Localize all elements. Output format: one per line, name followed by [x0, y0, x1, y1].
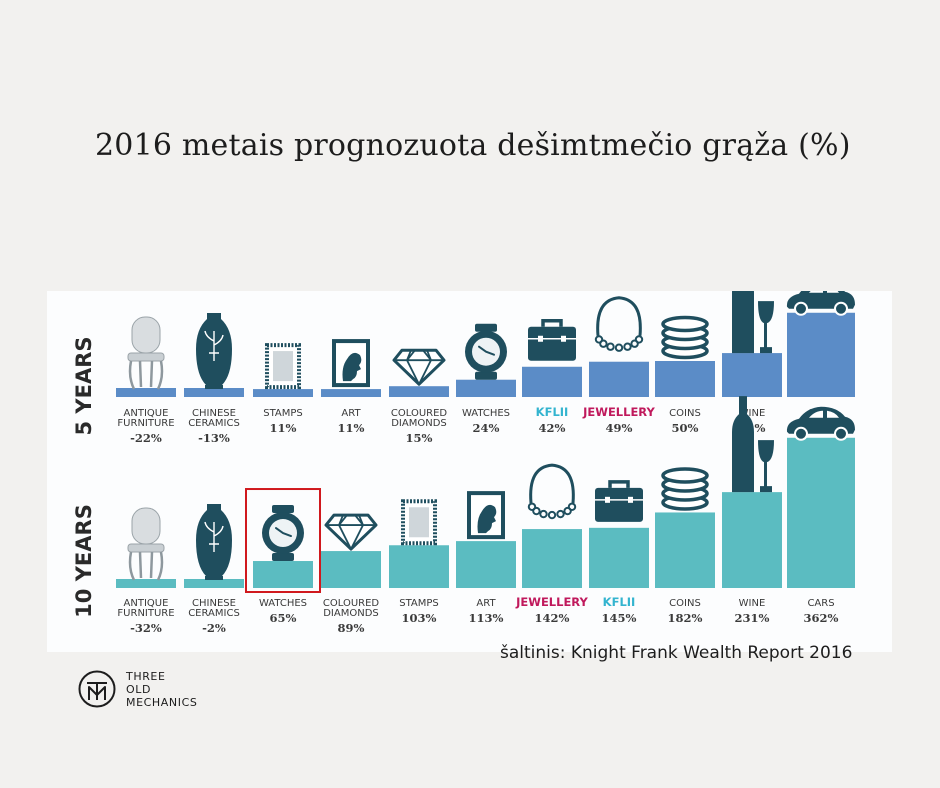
brand-line-2: OLD	[126, 683, 152, 696]
category-label-10y-coloured-diamonds: COLOURED DIAMONDS	[323, 598, 380, 619]
value-label-5y-coloured-diamonds: 15%	[406, 431, 433, 445]
portrait-icon	[467, 491, 505, 540]
value-label-5y-chinese-ceramics: -13%	[198, 431, 230, 445]
category-label-5y-coloured-diamonds: COLOURED DIAMONDS	[391, 408, 448, 429]
vase-icon	[196, 313, 232, 389]
category-label-5y-antique-furniture: ANTIQUE FURNITURE	[117, 408, 174, 429]
bar-10y-stamps	[389, 545, 449, 588]
brand-logo: THREE OLD MECHANICS	[78, 670, 238, 714]
category-label-5y-jewellery: JEWELLERY	[582, 405, 655, 419]
wine-icon	[732, 291, 774, 354]
bar-10y-chinese-ceramics	[184, 579, 244, 588]
category-label-5y-watches: WATCHES	[462, 408, 510, 419]
value-label-5y-kflii: 42%	[539, 421, 566, 435]
bar-5y-coloured-diamonds	[389, 386, 449, 397]
category-label-10y-antique-furniture: ANTIQUE FURNITURE	[117, 598, 174, 619]
bar-10y-wine	[722, 492, 782, 588]
value-label-10y-antique-furniture: -32%	[130, 621, 162, 635]
bar-5y-kflii	[522, 366, 582, 397]
page-title: 2016 metais prognozuota dešimtmečio grąž…	[95, 128, 851, 163]
value-label-5y-jewellery: 49%	[606, 421, 633, 435]
bar-10y-coins	[655, 512, 715, 588]
value-label-5y-watches: 24%	[473, 421, 500, 435]
bar-10y-jewellery	[522, 529, 582, 588]
diamond-icon	[392, 348, 446, 387]
vase-icon	[196, 504, 232, 580]
category-label-10y-coins: COINS	[669, 598, 701, 609]
car-icon	[786, 406, 855, 441]
value-label-10y-kflii: 145%	[602, 611, 637, 625]
bar-5y-chinese-ceramics	[184, 388, 244, 397]
category-label-10y-wine: WINE	[739, 598, 766, 609]
category-label-10y-cars: CARS	[807, 598, 834, 609]
category-label-10y-watches: WATCHES	[259, 598, 307, 609]
source-note: šaltinis: Knight Frank Wealth Report 201…	[500, 643, 853, 663]
category-label-10y-stamps: STAMPS	[399, 598, 439, 609]
investment-returns-chart: 5 YEARS ANTIQUE FURNITURE -22% CHINESE CERAMI…	[72, 291, 855, 635]
necklace-icon	[527, 463, 577, 520]
coins-icon	[661, 467, 709, 511]
brand-logo-icon	[78, 670, 116, 708]
wine-icon	[732, 396, 774, 493]
category-label-5y-coins: COINS	[669, 408, 701, 419]
stamp-icon	[401, 499, 437, 546]
briefcase-icon	[528, 319, 576, 361]
briefcase-icon	[595, 480, 643, 522]
bar-5y-antique-furniture	[116, 388, 176, 397]
bar-5y-coins	[655, 361, 715, 397]
chart-panel: 5 YEARS ANTIQUE FURNITURE -22% CHINESE CERAMI…	[47, 291, 892, 652]
bar-10y-antique-furniture	[116, 579, 176, 588]
value-label-10y-coloured-diamonds: 89%	[338, 621, 365, 635]
category-label-5y-wine: WINE	[739, 408, 766, 419]
value-label-10y-stamps: 103%	[402, 611, 437, 625]
category-label-5y-stamps: STAMPS	[263, 408, 303, 419]
chair-icon	[127, 316, 165, 390]
bar-5y-cars	[787, 312, 855, 397]
value-label-5y-coins: 50%	[672, 421, 699, 435]
bar-5y-wine	[722, 353, 782, 397]
stamp-icon	[265, 343, 301, 390]
portrait-icon	[332, 339, 370, 388]
bar-10y-kflii	[589, 527, 649, 588]
bar-5y-watches	[456, 379, 516, 397]
value-label-10y-cars: 362%	[804, 611, 839, 625]
value-label-10y-art: 113%	[469, 611, 504, 625]
bar-10y-watches	[253, 561, 313, 588]
value-label-10y-wine: 231%	[735, 611, 770, 625]
value-label-5y-stamps: 11%	[270, 421, 297, 435]
category-label-5y-art: ART	[341, 408, 361, 419]
value-label-10y-coins: 182%	[668, 611, 703, 625]
brand-line-3: MECHANICS	[126, 696, 198, 709]
category-label-10y-art: ART	[476, 598, 496, 609]
bar-10y-cars	[787, 437, 855, 588]
chair-icon	[127, 507, 165, 581]
necklace-icon	[594, 296, 644, 352]
diamond-icon	[324, 513, 378, 552]
brand-line-1: THREE	[126, 670, 166, 683]
category-label-10y-jewellery: JEWELLERY	[515, 595, 588, 609]
category-label-10y-kflii: KFLII	[603, 595, 636, 609]
bar-5y-art	[321, 389, 381, 397]
panel-title-5-years: 5 YEARS	[72, 336, 96, 435]
watch-icon	[262, 505, 304, 562]
value-label-10y-chinese-ceramics: -2%	[202, 621, 226, 635]
bar-10y-art	[456, 541, 516, 588]
bar-10y-coloured-diamonds	[321, 551, 381, 588]
watch-icon	[465, 323, 507, 380]
highlight-box-watches	[245, 488, 321, 593]
coins-icon	[661, 315, 709, 360]
bar-5y-jewellery	[589, 361, 649, 397]
bar-5y-stamps	[253, 389, 313, 397]
category-label-5y-kflii: KFLII	[536, 405, 569, 419]
panel-title-10-years: 10 YEARS	[72, 504, 96, 618]
car-icon	[786, 291, 855, 316]
value-label-10y-watches: 65%	[270, 611, 297, 625]
value-label-5y-art: 11%	[338, 421, 365, 435]
value-label-5y-antique-furniture: -22%	[130, 431, 162, 445]
category-label-10y-chinese-ceramics: CHINESE CERAMICS	[188, 598, 240, 619]
value-label-10y-jewellery: 142%	[535, 611, 570, 625]
category-label-5y-chinese-ceramics: CHINESE CERAMICS	[188, 408, 240, 429]
